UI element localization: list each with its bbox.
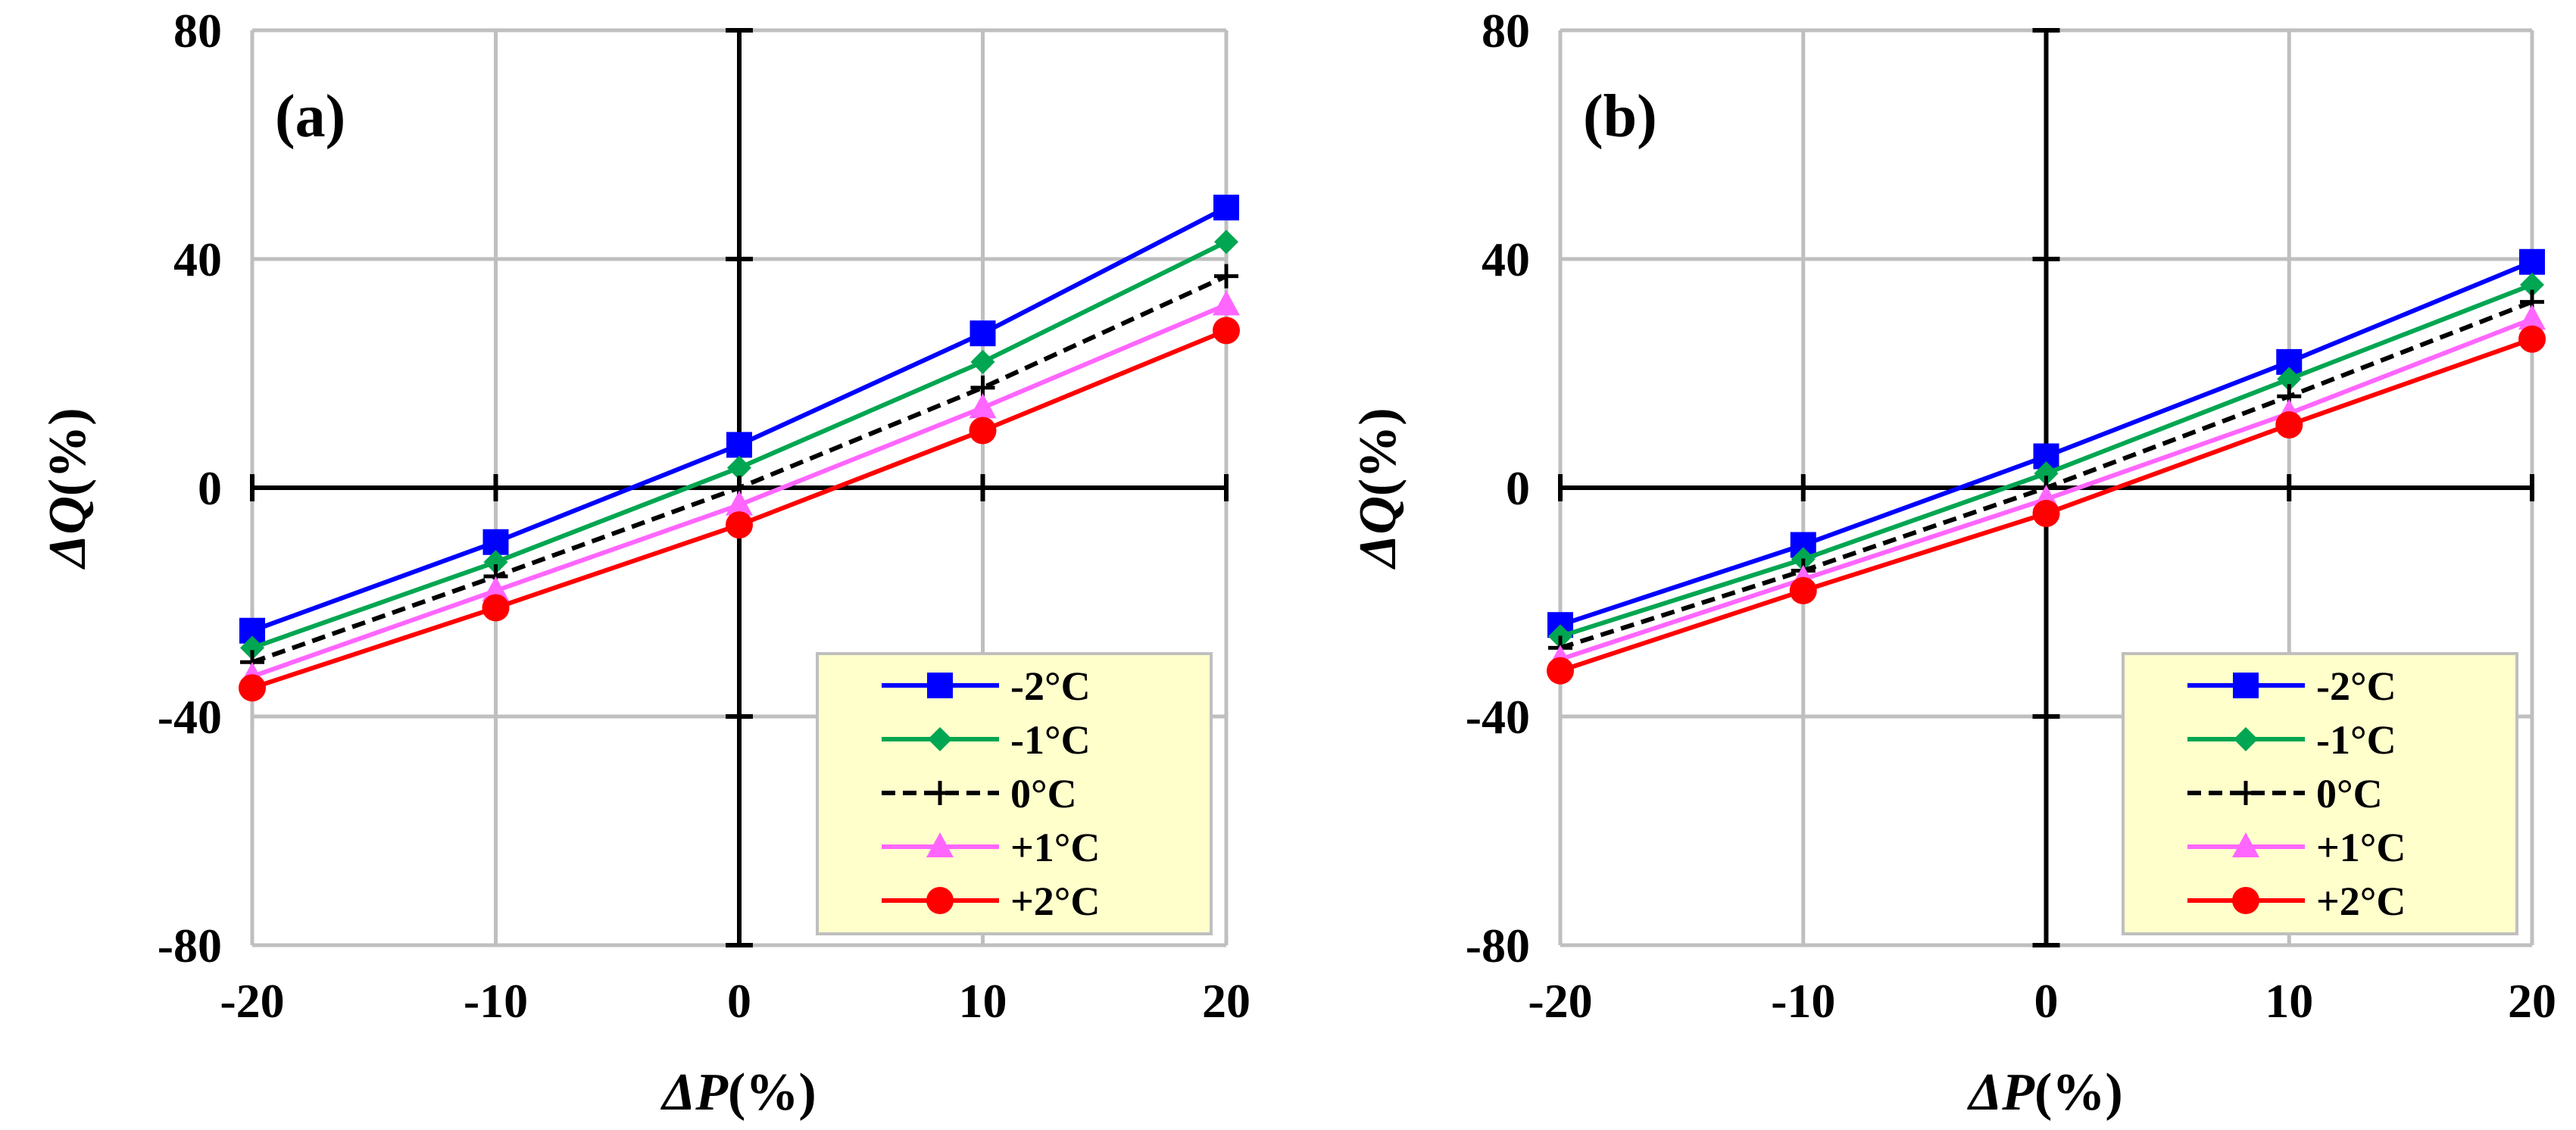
- panel-b-legend-label-2: 0°C: [2316, 771, 2383, 816]
- panel-a-data-point-4-1: [482, 594, 510, 622]
- panel-a-series-0: [239, 195, 1239, 644]
- panel-a-label: (a): [275, 83, 345, 150]
- panel-a-xtick-label: 20: [1202, 974, 1251, 1028]
- panel-a-y-axis-unit: (%): [39, 407, 97, 496]
- panel-a-ytick-label: -40: [158, 690, 222, 744]
- panel-b-legend-marker-2: [2234, 781, 2258, 805]
- panel-a-ytick-label: 0: [198, 461, 222, 515]
- panel-b: -20 -10 0 10 20-80-4004080ΔP(%)ΔQ(%)(b)-2°C-…: [1349, 4, 2556, 1122]
- panel-b-data-point-1-3: [2277, 367, 2302, 392]
- panel-b-data-point-4-3: [2275, 410, 2303, 439]
- panel-a-legend: -2°C -1°C 0°C +1°C +2°C: [816, 652, 1213, 935]
- panel-a-data-point-4-2: [726, 511, 753, 539]
- panel-a-y-axis-label: ΔQ(%): [39, 407, 97, 570]
- panel-a-data-point-1-0: [240, 635, 264, 660]
- panel-a: -20 -10 0 10 20-80-4004080ΔP(%)ΔQ(%)(a)-2°C-…: [39, 4, 1251, 1122]
- panel-b-xtick-label: -20: [1528, 974, 1592, 1028]
- panel-b-ytick-label: 0: [1506, 461, 1530, 515]
- panel-a-data-point-3-3: [969, 393, 997, 419]
- panel-a-data-point-0-4: [1213, 195, 1239, 221]
- panel-b-legend-label-3: +1°C: [2316, 825, 2406, 870]
- panel-a-series-4: [239, 317, 1240, 702]
- panel-b-legend-marker-0: [2233, 673, 2259, 698]
- panel-a-x-axis-unit: (%): [728, 1063, 817, 1122]
- panel-a-xtick-label: 0: [727, 974, 751, 1028]
- panel-b-x-axis-symbol: ΔP: [1966, 1063, 2035, 1122]
- panel-b-legend-label-1: -1°C: [2316, 717, 2396, 763]
- panel-b-series-1: [1548, 272, 2544, 649]
- panel-b-xtick-label: 0: [2034, 974, 2059, 1028]
- panel-a-data-point-1-3: [970, 349, 995, 374]
- panel-b-y-axis-unit: (%): [1349, 407, 1407, 496]
- panel-a-legend-label-2: 0°C: [1010, 771, 1077, 816]
- panel-a-data-point-3-1: [482, 576, 510, 601]
- panel-b-ytick-label: -40: [1466, 690, 1530, 744]
- panel-b-x-axis-label: ΔP(%): [1966, 1063, 2122, 1122]
- panel-a-legend-marker-3: [926, 832, 954, 857]
- panel-a-data-point-3-2: [726, 490, 753, 516]
- panel-b-y-axis-label: ΔQ(%): [1349, 407, 1407, 570]
- panel-a-xtick-label: -20: [220, 974, 284, 1028]
- panel-a-data-point-1-4: [1214, 229, 1238, 254]
- panel-b-legend-label-0: -2°C: [2316, 663, 2396, 709]
- panel-b-xtick-label: 20: [2508, 974, 2556, 1028]
- panel-a-legend-label-4: +2°C: [1010, 879, 1100, 924]
- panel-a-series-1: [240, 229, 1238, 660]
- panel-b-data-point-4-4: [2518, 325, 2546, 353]
- panel-b-data-point-4-1: [1789, 576, 1817, 604]
- panel-a-data-point-0-3: [970, 320, 996, 347]
- panel-b-data-point-0-4: [2519, 248, 2545, 275]
- panel-a-data-point-4-4: [1213, 317, 1240, 345]
- panel-b-ytick-label: -80: [1466, 919, 1530, 972]
- panel-b-legend-marker-4: [2232, 887, 2259, 914]
- panel-b-data-point-3-4: [2518, 304, 2546, 330]
- panel-b-xtick-label: -10: [1771, 974, 1835, 1028]
- panel-b-legend: -2°C -1°C 0°C +1°C +2°C: [2122, 652, 2518, 935]
- panel-a-legend-label-0: -2°C: [1010, 663, 1091, 709]
- panel-a-ytick-label: -80: [158, 919, 222, 972]
- panel-b-y-axis-symbol: ΔQ: [1349, 496, 1407, 570]
- panel-a-xtick-label: 10: [959, 974, 1007, 1028]
- panel-b-label: (b): [1583, 83, 1657, 150]
- panel-a-data-point-4-0: [239, 674, 266, 702]
- panel-a-xtick-label: -10: [464, 974, 528, 1028]
- panel-b-data-point-1-2: [2034, 461, 2059, 486]
- panel-b-legend-marker-3: [2232, 832, 2259, 857]
- panel-b-legend-label-4: +2°C: [2316, 879, 2406, 924]
- panel-a-data-point-1-1: [483, 550, 508, 575]
- panel-a-data-point-1-2: [727, 455, 751, 480]
- panel-b-ytick-label: 80: [1482, 4, 1530, 58]
- panel-a-x-axis-symbol: ΔP: [660, 1063, 729, 1122]
- panel-a-legend-label-3: +1°C: [1010, 825, 1100, 870]
- panel-a-legend-marker-2: [928, 781, 952, 805]
- panel-a-legend-marker-1: [928, 727, 952, 751]
- panel-a-x-axis-label: ΔP(%): [660, 1063, 816, 1122]
- panel-a-ytick-label: 80: [173, 4, 222, 58]
- panel-b-ytick-label: 40: [1482, 233, 1530, 286]
- panel-b-xtick-label: 10: [2265, 974, 2313, 1028]
- panel-a-data-point-0-2: [726, 432, 752, 458]
- panel-b-data-point-4-2: [2032, 499, 2060, 527]
- panel-a-ytick-label: 40: [173, 233, 222, 286]
- panel-b-x-axis-unit: (%): [2034, 1063, 2123, 1122]
- panel-b-data-point-4-0: [1547, 657, 1574, 685]
- panel-a-data-point-3-4: [1213, 290, 1240, 316]
- panel-a-data-point-2-4: [1214, 264, 1238, 289]
- panel-b-data-point-1-4: [2520, 272, 2544, 297]
- panel-b-series-4: [1547, 325, 2546, 685]
- panel-a-data-point-4-3: [969, 417, 997, 445]
- panel-b-legend-marker-1: [2234, 727, 2258, 751]
- panel-a-legend-marker-0: [927, 673, 953, 698]
- panel-a-y-axis-symbol: ΔQ: [39, 496, 97, 570]
- panel-a-legend-label-1: -1°C: [1010, 717, 1091, 763]
- panel-a-legend-marker-4: [926, 887, 954, 914]
